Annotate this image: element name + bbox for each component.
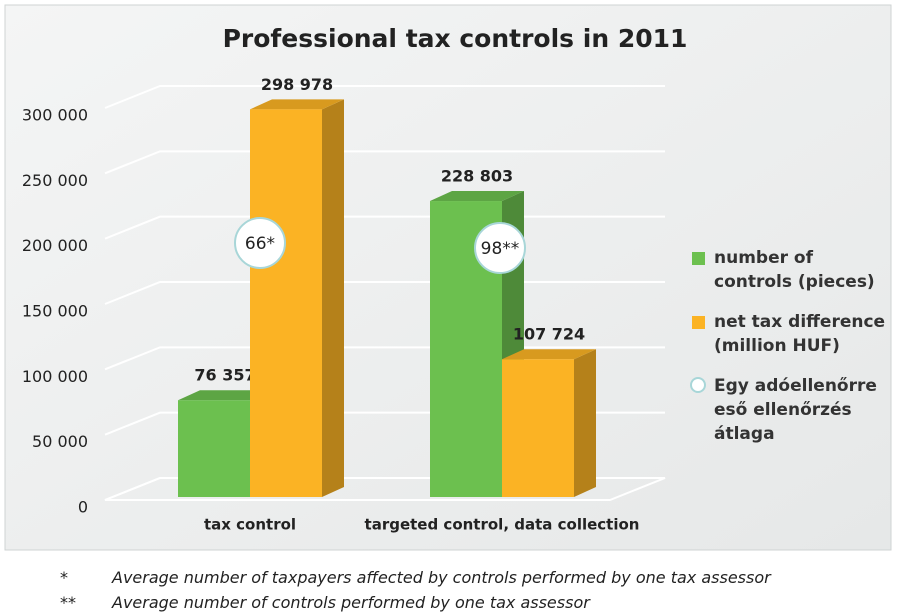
y-tick-label: 100 000 [22,367,88,386]
data-label: 107 724 [513,325,585,344]
footnote: Average number of taxpayers affected by … [112,568,771,587]
bar [250,99,344,497]
grid-line [104,85,665,109]
y-tick-label: 250 000 [22,171,88,190]
bar-front [250,109,322,497]
legend: number of controls (pieces) net tax diffe… [690,246,895,462]
legend-entry: net tax difference (million HUF) [690,310,895,358]
legend-entry: number of controls (pieces) [690,246,895,294]
chart-title: Professional tax controls in 2011 [223,24,688,53]
bar-top [178,390,272,401]
grid-line [104,150,665,175]
legend-entry: Egy adóellenőrre eső ellenőrzés átlaga [690,374,895,446]
data-label: 76 357 [194,366,255,385]
legend-label: net tax difference (million HUF) [714,312,886,356]
annotation: 66* [245,234,275,254]
bar-front [178,400,250,497]
bar-top [250,99,344,110]
y-tick-label: 50 000 [32,432,88,451]
legend-label: Egy adóellenőrre eső ellenőrzés átlaga [714,376,877,444]
footnote-mark: ** [60,593,76,612]
y-tick-label: 300 000 [22,106,88,125]
bar [502,349,596,497]
data-label: 298 978 [261,75,333,94]
bar-top [502,349,596,360]
data-label: 228 803 [441,167,513,186]
legend-label: number of controls (pieces) [714,248,875,292]
bar-top [430,191,524,202]
annotation-circle [474,222,526,274]
bar-side [574,349,596,497]
y-tick-label: 150 000 [22,302,88,321]
annotation: 98** [481,239,520,259]
y-tick-label: 200 000 [22,236,88,255]
footnote: Average number of controls performed by … [112,593,590,612]
annotation-circle [234,217,286,269]
bar-side [322,99,344,497]
x-tick-label: targeted control, data collection [365,516,640,534]
footnote-mark: * [60,568,68,587]
legend-swatch [692,252,705,265]
bar-front [502,359,574,497]
legend-circle [690,377,706,393]
legend-swatch [692,316,705,329]
y-tick-label: 0 [78,498,88,517]
x-tick-label: tax control [204,516,296,534]
